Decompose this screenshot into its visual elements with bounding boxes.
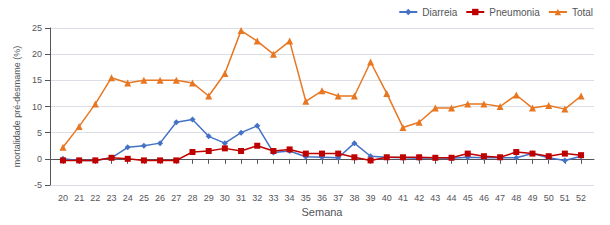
svg-text:28: 28	[187, 193, 197, 203]
svg-text:34: 34	[285, 193, 295, 203]
svg-text:52: 52	[576, 193, 586, 203]
svg-text:37: 37	[333, 193, 343, 203]
svg-text:24: 24	[123, 193, 133, 203]
svg-text:27: 27	[171, 193, 181, 203]
svg-text:mortalidade pré-desmame (%): mortalidade pré-desmame (%)	[12, 46, 22, 168]
svg-text:32: 32	[252, 193, 262, 203]
svg-text:51: 51	[560, 193, 570, 203]
svg-text:0: 0	[37, 154, 42, 164]
svg-text:47: 47	[495, 193, 505, 203]
svg-text:21: 21	[74, 193, 84, 203]
svg-text:15: 15	[32, 75, 42, 85]
svg-text:5: 5	[37, 128, 42, 138]
svg-text:44: 44	[447, 193, 457, 203]
svg-text:48: 48	[511, 193, 521, 203]
svg-text:-5: -5	[34, 180, 42, 190]
svg-text:42: 42	[414, 193, 424, 203]
svg-text:23: 23	[107, 193, 117, 203]
svg-text:40: 40	[382, 193, 392, 203]
svg-text:25: 25	[139, 193, 149, 203]
svg-text:38: 38	[349, 193, 359, 203]
svg-text:49: 49	[527, 193, 537, 203]
svg-text:10: 10	[32, 102, 42, 112]
svg-text:Pneumonia: Pneumonia	[489, 7, 540, 18]
svg-text:20: 20	[58, 193, 68, 203]
svg-text:22: 22	[90, 193, 100, 203]
svg-text:Semana: Semana	[302, 206, 344, 218]
svg-text:46: 46	[479, 193, 489, 203]
svg-text:31: 31	[236, 193, 246, 203]
svg-text:45: 45	[463, 193, 473, 203]
svg-text:39: 39	[366, 193, 376, 203]
svg-text:Diarreia: Diarreia	[422, 7, 457, 18]
svg-text:20: 20	[32, 49, 42, 59]
svg-text:43: 43	[430, 193, 440, 203]
svg-text:33: 33	[268, 193, 278, 203]
svg-text:35: 35	[301, 193, 311, 203]
svg-text:Total: Total	[572, 7, 593, 18]
svg-text:26: 26	[155, 193, 165, 203]
svg-text:30: 30	[220, 193, 230, 203]
svg-text:29: 29	[204, 193, 214, 203]
svg-text:50: 50	[544, 193, 554, 203]
svg-text:41: 41	[398, 193, 408, 203]
svg-text:36: 36	[317, 193, 327, 203]
svg-text:25: 25	[32, 23, 42, 33]
